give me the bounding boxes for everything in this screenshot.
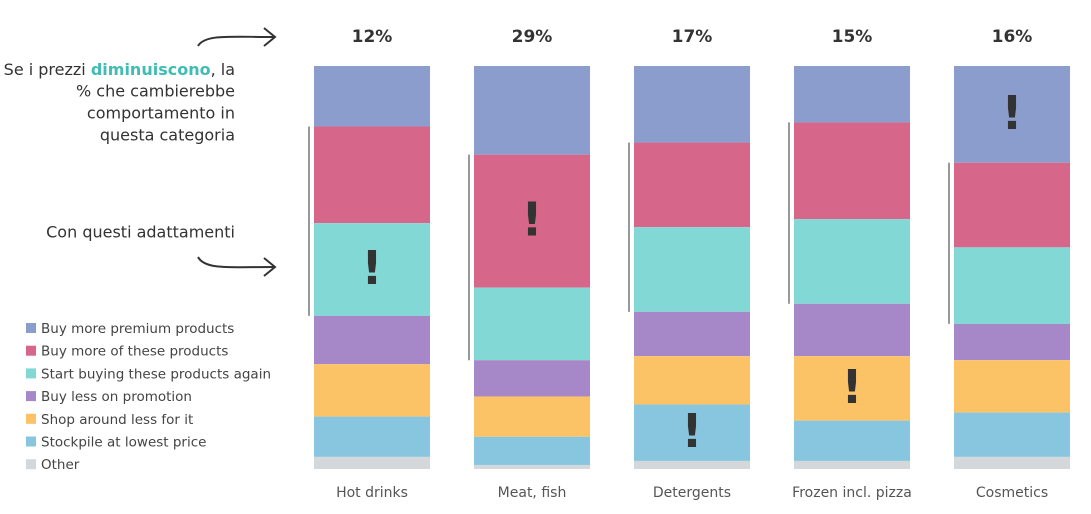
bar-segment	[314, 364, 430, 417]
legend-swatch	[26, 459, 36, 470]
note-emphasis: diminuiscono	[91, 60, 211, 79]
bar-segment	[474, 464, 590, 469]
total-label: 12%	[352, 27, 393, 47]
bar-segment	[634, 404, 750, 461]
bar-segment	[474, 360, 590, 397]
highlight-mark: !	[522, 193, 543, 247]
total-label: 15%	[832, 27, 873, 47]
bar-segment	[634, 66, 750, 143]
bar-segment	[954, 162, 1070, 248]
total-label: 16%	[992, 27, 1033, 47]
legend-swatch	[26, 368, 36, 379]
bar-segment	[954, 66, 1070, 163]
note2: Con questi adattamenti	[46, 223, 235, 242]
legend-label: Shop around less for it	[41, 412, 193, 428]
legend-swatch	[26, 436, 36, 447]
bar-segment	[794, 122, 910, 220]
x-tick-label: Cosmetics	[976, 485, 1048, 501]
legend-label: Stockpile at lowest price	[41, 435, 206, 451]
bar-segment	[794, 420, 910, 461]
bar-segment	[314, 315, 430, 365]
x-tick-label: Hot drinks	[336, 485, 408, 501]
legend-label: Start buying these products again	[41, 366, 271, 382]
arrow	[197, 256, 275, 269]
legend-label: Other	[41, 457, 80, 473]
bar-segment	[634, 142, 750, 228]
legend-label: Buy less on promotion	[41, 389, 192, 405]
bar-segment	[474, 436, 590, 465]
bar-segment	[954, 456, 1070, 469]
bar-segment	[474, 154, 590, 288]
arrows	[197, 27, 277, 277]
bar-segment	[794, 356, 910, 421]
legend-label: Buy more premium products	[41, 321, 234, 337]
bar-segment	[794, 219, 910, 304]
legend-swatch	[26, 391, 36, 402]
arrow-head	[263, 27, 277, 47]
bar-segment	[794, 460, 910, 469]
bar-segment	[634, 311, 750, 357]
bar-segment	[474, 287, 590, 361]
bar-segment	[314, 223, 430, 316]
note-start: Se i prezzi	[4, 60, 91, 79]
arrow-head	[263, 257, 277, 277]
x-tick-label: Detergents	[653, 485, 731, 501]
note-line: questa categoria	[100, 126, 235, 145]
bar-segment	[474, 66, 590, 155]
bar-segment	[794, 66, 910, 123]
highlight-mark: !	[362, 241, 383, 295]
legend-swatch	[26, 345, 36, 356]
note-line: % che cambierebbe	[76, 82, 235, 101]
total-label: 17%	[672, 27, 713, 47]
note-line: Se i prezzi diminuiscono, la	[4, 60, 235, 79]
highlight-mark: !	[1002, 86, 1023, 140]
bar-segment	[954, 412, 1070, 457]
arrow	[197, 35, 275, 47]
legend-swatch	[26, 413, 36, 424]
bar-segment	[634, 356, 750, 405]
legend-swatch	[26, 323, 36, 333]
bar-segment	[474, 396, 590, 437]
bar-segment	[314, 66, 430, 127]
bar-segment	[954, 323, 1070, 361]
bar-segment	[634, 227, 750, 312]
highlight-mark: !	[682, 404, 703, 458]
bar-segment	[314, 416, 430, 457]
legend-label: Buy more of these products	[41, 344, 228, 360]
bar-segment	[634, 460, 750, 469]
bar-segment	[954, 360, 1070, 413]
bar-segment	[794, 303, 910, 357]
note-line: comportamento in	[87, 104, 235, 123]
x-tick-label: Frozen incl. pizza	[792, 485, 912, 501]
bar-segment	[954, 247, 1070, 324]
bar-segment	[314, 456, 430, 469]
highlight-mark: !	[842, 360, 863, 414]
note-end: , la	[211, 60, 235, 79]
x-tick-label: Meat, fish	[498, 485, 567, 501]
total-label: 29%	[512, 27, 553, 47]
bar-segment	[314, 126, 430, 224]
